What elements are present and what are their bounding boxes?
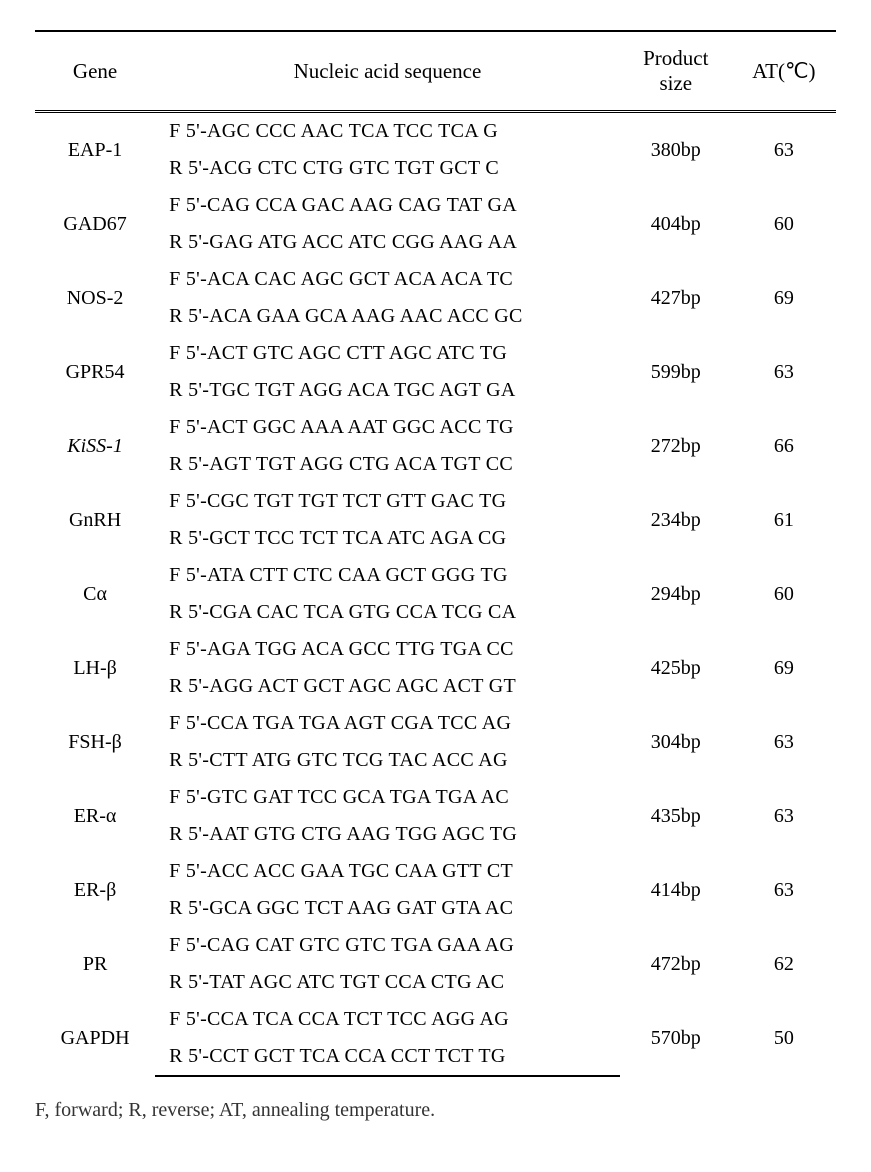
primer-table: Gene Nucleic acid sequence Product size … <box>35 30 836 1077</box>
reverse-sequence-cell: R 5'-TGC TGT AGG ACA TGC AGT GA <box>155 372 620 409</box>
table-row: GnRHF 5'-CGC TGT TGT TCT GTT GAC TG234bp… <box>35 483 836 520</box>
forward-sequence-cell: F 5'-ATA CTT CTC CAA GCT GGG TG <box>155 557 620 594</box>
gene-cell: ER-β <box>35 853 155 927</box>
annealing-temp-cell: 61 <box>732 483 836 557</box>
forward-sequence-cell: F 5'-CAG CCA GAC AAG CAG TAT GA <box>155 187 620 224</box>
forward-sequence-cell: F 5'-ACA CAC AGC GCT ACA ACA TC <box>155 261 620 298</box>
table-row: PRF 5'-CAG CAT GTC GTC TGA GAA AG472bp62 <box>35 927 836 964</box>
product-size-cell: 304bp <box>620 705 732 779</box>
forward-sequence-cell: F 5'-CGC TGT TGT TCT GTT GAC TG <box>155 483 620 520</box>
reverse-sequence-cell: R 5'-CTT ATG GTC TCG TAC ACC AG <box>155 742 620 779</box>
product-size-cell: 272bp <box>620 409 732 483</box>
table-row: GAPDHF 5'-CCA TCA CCA TCT TCC AGG AG570b… <box>35 1001 836 1038</box>
gene-cell: ER-α <box>35 779 155 853</box>
header-product-size-line1: Product <box>643 46 708 70</box>
table-row: GAD67F 5'-CAG CCA GAC AAG CAG TAT GA404b… <box>35 187 836 224</box>
forward-sequence-cell: F 5'-AGA TGG ACA GCC TTG TGA CC <box>155 631 620 668</box>
reverse-sequence-cell: R 5'-CCT GCT TCA CCA CCT TCT TG <box>155 1038 620 1076</box>
gene-cell: GAPDH <box>35 1001 155 1076</box>
forward-sequence-cell: F 5'-ACC ACC GAA TGC CAA GTT CT <box>155 853 620 890</box>
product-size-cell: 294bp <box>620 557 732 631</box>
annealing-temp-cell: 66 <box>732 409 836 483</box>
product-size-cell: 472bp <box>620 927 732 1001</box>
forward-sequence-cell: F 5'-CCA TGA TGA AGT CGA TCC AG <box>155 705 620 742</box>
table-row: EAP-1F 5'-AGC CCC AAC TCA TCC TCA G380bp… <box>35 112 836 151</box>
reverse-sequence-cell: R 5'-GCA GGC TCT AAG GAT GTA AC <box>155 890 620 927</box>
reverse-sequence-cell: R 5'-CGA CAC TCA GTG CCA TCG CA <box>155 594 620 631</box>
product-size-cell: 599bp <box>620 335 732 409</box>
gene-cell: NOS-2 <box>35 261 155 335</box>
header-product-size-line2: size <box>659 71 692 95</box>
table-row: CαF 5'-ATA CTT CTC CAA GCT GGG TG294bp60 <box>35 557 836 594</box>
table-row: ER-αF 5'-GTC GAT TCC GCA TGA TGA AC435bp… <box>35 779 836 816</box>
product-size-cell: 380bp <box>620 112 732 188</box>
annealing-temp-cell: 63 <box>732 779 836 853</box>
gene-cell: PR <box>35 927 155 1001</box>
table-row: GPR54F 5'-ACT GTC AGC CTT AGC ATC TG599b… <box>35 335 836 372</box>
table-row: KiSS-1F 5'-ACT GGC AAA AAT GGC ACC TG272… <box>35 409 836 446</box>
annealing-temp-cell: 63 <box>732 853 836 927</box>
annealing-temp-cell: 60 <box>732 187 836 261</box>
reverse-sequence-cell: R 5'-AAT GTG CTG AAG TGG AGC TG <box>155 816 620 853</box>
annealing-temp-cell: 69 <box>732 631 836 705</box>
annealing-temp-cell: 50 <box>732 1001 836 1076</box>
gene-cell: LH-β <box>35 631 155 705</box>
header-gene: Gene <box>35 31 155 112</box>
reverse-sequence-cell: R 5'-ACG CTC CTG GTC TGT GCT C <box>155 150 620 187</box>
annealing-temp-cell: 62 <box>732 927 836 1001</box>
reverse-sequence-cell: R 5'-GAG ATG ACC ATC CGG AAG AA <box>155 224 620 261</box>
table-header: Gene Nucleic acid sequence Product size … <box>35 31 836 112</box>
gene-cell: KiSS-1 <box>35 409 155 483</box>
product-size-cell: 570bp <box>620 1001 732 1076</box>
product-size-cell: 414bp <box>620 853 732 927</box>
header-at: AT(℃) <box>732 31 836 112</box>
forward-sequence-cell: F 5'-GTC GAT TCC GCA TGA TGA AC <box>155 779 620 816</box>
annealing-temp-cell: 63 <box>732 112 836 188</box>
forward-sequence-cell: F 5'-CCA TCA CCA TCT TCC AGG AG <box>155 1001 620 1038</box>
table-row: LH-βF 5'-AGA TGG ACA GCC TTG TGA CC425bp… <box>35 631 836 668</box>
annealing-temp-cell: 60 <box>732 557 836 631</box>
table-caption: F, forward; R, reverse; AT, annealing te… <box>35 1099 836 1122</box>
header-product-size: Product size <box>620 31 732 112</box>
gene-cell: GAD67 <box>35 187 155 261</box>
table-row: ER-βF 5'-ACC ACC GAA TGC CAA GTT CT414bp… <box>35 853 836 890</box>
table-row: FSH-βF 5'-CCA TGA TGA AGT CGA TCC AG304b… <box>35 705 836 742</box>
product-size-cell: 425bp <box>620 631 732 705</box>
annealing-temp-cell: 63 <box>732 335 836 409</box>
product-size-cell: 427bp <box>620 261 732 335</box>
reverse-sequence-cell: R 5'-GCT TCC TCT TCA ATC AGA CG <box>155 520 620 557</box>
header-sequence: Nucleic acid sequence <box>155 31 620 112</box>
reverse-sequence-cell: R 5'-ACA GAA GCA AAG AAC ACC GC <box>155 298 620 335</box>
gene-cell: GPR54 <box>35 335 155 409</box>
gene-cell: FSH-β <box>35 705 155 779</box>
gene-cell: Cα <box>35 557 155 631</box>
reverse-sequence-cell: R 5'-AGT TGT AGG CTG ACA TGT CC <box>155 446 620 483</box>
forward-sequence-cell: F 5'-ACT GTC AGC CTT AGC ATC TG <box>155 335 620 372</box>
reverse-sequence-cell: R 5'-TAT AGC ATC TGT CCA CTG AC <box>155 964 620 1001</box>
forward-sequence-cell: F 5'-ACT GGC AAA AAT GGC ACC TG <box>155 409 620 446</box>
forward-sequence-cell: F 5'-CAG CAT GTC GTC TGA GAA AG <box>155 927 620 964</box>
product-size-cell: 234bp <box>620 483 732 557</box>
gene-cell: EAP-1 <box>35 112 155 188</box>
table-row: NOS-2F 5'-ACA CAC AGC GCT ACA ACA TC427b… <box>35 261 836 298</box>
annealing-temp-cell: 63 <box>732 705 836 779</box>
gene-cell: GnRH <box>35 483 155 557</box>
reverse-sequence-cell: R 5'-AGG ACT GCT AGC AGC ACT GT <box>155 668 620 705</box>
product-size-cell: 404bp <box>620 187 732 261</box>
product-size-cell: 435bp <box>620 779 732 853</box>
annealing-temp-cell: 69 <box>732 261 836 335</box>
table-body: EAP-1F 5'-AGC CCC AAC TCA TCC TCA G380bp… <box>35 112 836 1077</box>
forward-sequence-cell: F 5'-AGC CCC AAC TCA TCC TCA G <box>155 112 620 151</box>
